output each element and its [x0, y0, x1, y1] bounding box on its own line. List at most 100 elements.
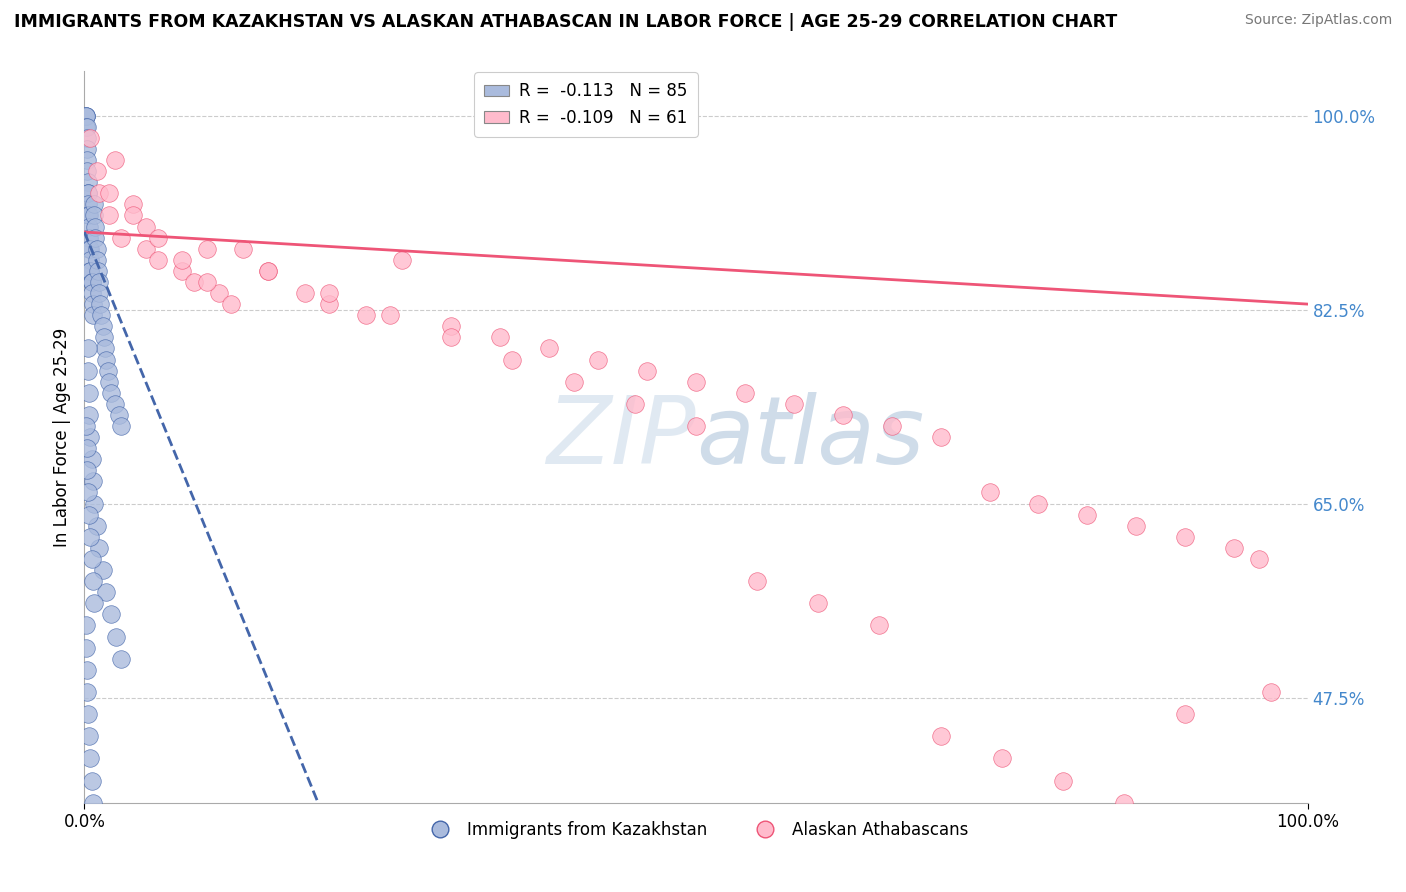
Point: [83, 596, 105, 610]
Point: [77, 342, 100, 356]
Point: [87, 275, 110, 289]
Point: [82, 574, 104, 589]
Point: [294, 285, 316, 300]
Point: [538, 342, 561, 356]
Point: [1174, 707, 1197, 722]
Point: [1114, 796, 1136, 810]
Point: [77, 219, 100, 234]
Point: [80, 552, 103, 566]
Point: [232, 242, 254, 256]
Point: [100, 607, 122, 622]
Point: [107, 408, 129, 422]
Point: [96, 585, 118, 599]
Point: [219, 297, 242, 311]
Point: [636, 363, 658, 377]
Point: [82, 308, 104, 322]
Point: [440, 330, 463, 344]
Point: [318, 285, 340, 300]
Point: [91, 319, 114, 334]
Point: [1052, 773, 1074, 788]
Point: [318, 297, 340, 311]
Text: IMMIGRANTS FROM KAZAKHSTAN VS ALASKAN ATHABASCAN IN LABOR FORCE | AGE 25-29 CORR: IMMIGRANTS FROM KAZAKHSTAN VS ALASKAN AT…: [14, 13, 1118, 31]
Point: [624, 397, 647, 411]
Point: [84, 840, 107, 855]
Point: [76, 663, 98, 677]
Point: [135, 242, 157, 256]
Point: [100, 385, 122, 400]
Point: [87, 285, 110, 300]
Point: [734, 385, 756, 400]
Point: [84, 219, 107, 234]
Y-axis label: In Labor Force | Age 25-29: In Labor Force | Age 25-29: [53, 327, 72, 547]
Point: [391, 252, 413, 267]
Point: [76, 153, 98, 167]
Point: [77, 186, 100, 201]
Point: [110, 230, 132, 244]
Point: [76, 164, 98, 178]
Point: [77, 209, 100, 223]
Point: [83, 209, 105, 223]
Point: [90, 308, 112, 322]
Point: [195, 275, 218, 289]
Point: [79, 264, 101, 278]
Point: [104, 153, 127, 167]
Point: [110, 651, 132, 665]
Point: [79, 242, 101, 256]
Point: [89, 297, 111, 311]
Point: [929, 729, 952, 743]
Point: [1125, 518, 1147, 533]
Point: [979, 485, 1001, 500]
Point: [93, 330, 115, 344]
Point: [83, 497, 105, 511]
Point: [146, 252, 169, 267]
Point: [685, 419, 707, 434]
Point: [76, 685, 98, 699]
Point: [86, 242, 108, 256]
Text: ZIP: ZIP: [547, 392, 696, 483]
Point: [77, 242, 100, 256]
Point: [91, 563, 114, 577]
Point: [80, 452, 103, 467]
Point: [172, 252, 194, 267]
Point: [747, 574, 769, 589]
Point: [172, 264, 194, 278]
Point: [929, 430, 952, 444]
Point: [104, 397, 127, 411]
Point: [105, 630, 128, 644]
Text: atlas: atlas: [696, 392, 924, 483]
Point: [354, 308, 377, 322]
Point: [562, 375, 585, 389]
Point: [122, 197, 145, 211]
Point: [77, 408, 100, 422]
Point: [1076, 508, 1098, 522]
Point: [97, 209, 120, 223]
Point: [80, 275, 103, 289]
Point: [77, 230, 100, 244]
Point: [87, 541, 110, 555]
Point: [831, 408, 853, 422]
Point: [880, 419, 903, 434]
Point: [96, 352, 118, 367]
Point: [77, 186, 100, 201]
Point: [1174, 530, 1197, 544]
Point: [77, 197, 100, 211]
Point: [75, 109, 97, 123]
Point: [84, 230, 107, 244]
Point: [502, 352, 524, 367]
Point: [195, 242, 218, 256]
Point: [77, 485, 100, 500]
Point: [76, 142, 98, 156]
Point: [77, 209, 100, 223]
Point: [86, 252, 108, 267]
Point: [489, 330, 512, 344]
Point: [77, 175, 100, 189]
Point: [80, 773, 103, 788]
Point: [79, 430, 101, 444]
Point: [135, 219, 157, 234]
Point: [75, 109, 97, 123]
Point: [86, 164, 108, 178]
Point: [208, 285, 231, 300]
Point: [1223, 541, 1246, 555]
Point: [77, 729, 100, 743]
Point: [97, 375, 120, 389]
